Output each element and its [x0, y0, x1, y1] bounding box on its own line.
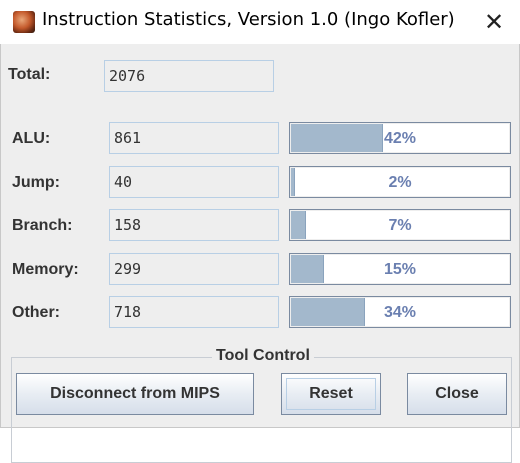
disconnect-button[interactable]: Disconnect from MIPS	[16, 373, 254, 415]
reset-focus-ring	[286, 378, 376, 410]
alu-percent: 42%	[383, 130, 417, 147]
dialog-content: Total: 2076 ALU: 861 42% Jump: 40 2% Bra…	[0, 44, 520, 463]
branch-percent: 7%	[388, 217, 412, 234]
close-button[interactable]: Close	[407, 373, 507, 415]
memory-percent: 15%	[383, 261, 417, 278]
alu-progress-fill	[291, 124, 383, 152]
jump-count-field[interactable]: 40	[109, 166, 279, 198]
other-progress-fill	[291, 298, 366, 326]
branch-progress-bar: 7%	[289, 209, 511, 241]
jump-progress-fill	[291, 168, 296, 196]
jump-label: Jump:	[12, 174, 60, 191]
title-bar: Instruction Statistics, Version 1.0 (Ing…	[0, 0, 520, 44]
memory-label: Memory:	[12, 261, 79, 278]
window-title: Instruction Statistics, Version 1.0 (Ing…	[42, 9, 455, 30]
memory-count-field[interactable]: 299	[109, 253, 279, 285]
alu-count-field[interactable]: 861	[109, 122, 279, 154]
mars-app-icon	[13, 11, 35, 33]
branch-progress-fill	[291, 211, 307, 239]
branch-label: Branch:	[12, 217, 73, 234]
other-count-field[interactable]: 718	[109, 296, 279, 328]
tool-control-title: Tool Control	[212, 347, 314, 365]
reset-button[interactable]: Reset	[281, 373, 381, 415]
jump-percent: 2%	[388, 174, 412, 191]
memory-progress-bar: 15%	[289, 253, 511, 285]
memory-progress-fill	[291, 255, 324, 283]
total-label: Total:	[8, 66, 51, 83]
total-field[interactable]: 2076	[104, 60, 274, 92]
window-close-icon[interactable]: ✕	[483, 8, 505, 36]
reset-button-label: Reset	[309, 385, 353, 402]
jump-progress-bar: 2%	[289, 166, 511, 198]
alu-label: ALU:	[12, 130, 51, 147]
other-progress-bar: 34%	[289, 296, 511, 328]
other-percent: 34%	[383, 304, 417, 321]
alu-progress-bar: 42%	[289, 122, 511, 154]
branch-count-field[interactable]: 158	[109, 209, 279, 241]
other-label: Other:	[12, 304, 60, 321]
